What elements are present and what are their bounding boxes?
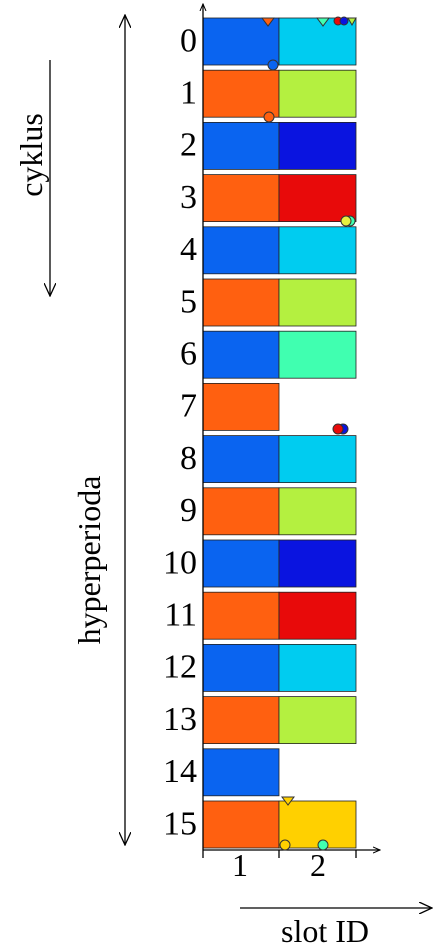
slot-cell (202, 278, 280, 327)
slot-cell (278, 278, 357, 327)
slot-cell (202, 696, 280, 744)
marker (261, 17, 275, 27)
row-label: 5 (180, 283, 197, 320)
slot-cell (202, 800, 280, 849)
row-label: 14 (163, 753, 197, 790)
slot-label: 2 (310, 847, 326, 883)
marker (347, 17, 357, 27)
slot-cell (202, 382, 280, 431)
slot-cell (202, 435, 280, 484)
row-label: 4 (180, 231, 197, 268)
row-label: 0 (180, 22, 197, 59)
row-label: 2 (180, 127, 197, 164)
marker (263, 111, 275, 123)
marker (340, 215, 352, 227)
slot-cell (278, 174, 357, 223)
marker (332, 423, 344, 435)
row-label: 3 (180, 179, 197, 216)
row-label: 8 (180, 440, 197, 477)
slot-cell (202, 122, 280, 170)
axis-label: slot ID (281, 913, 369, 947)
slot-cell (278, 17, 357, 66)
slot-cell (278, 330, 357, 379)
slot-cell (202, 748, 280, 797)
row-label: 1 (180, 74, 197, 111)
schedule-grid (202, 17, 357, 849)
slot-cell (278, 539, 357, 588)
slot-cell (278, 69, 357, 118)
slot-cell (202, 487, 280, 536)
row-label: 6 (180, 335, 197, 372)
slot-cell (278, 591, 357, 640)
slot-label: 1 (232, 847, 248, 883)
cycle-label: cyklus (13, 113, 49, 197)
slot-cell (202, 644, 280, 692)
slot-cell (278, 487, 357, 536)
marker (339, 16, 349, 26)
slot-cell (278, 644, 357, 692)
slot-cell (202, 539, 280, 588)
row-label: 13 (163, 701, 197, 738)
marker (317, 839, 329, 851)
row-label: 9 (180, 492, 197, 529)
row-label: 10 (163, 544, 197, 581)
slot-cell (202, 330, 280, 379)
slot-cell (202, 591, 280, 640)
slot-cell (278, 435, 357, 484)
row-label: 7 (180, 388, 197, 425)
slot-cell (278, 696, 357, 744)
row-label: 12 (163, 649, 197, 686)
row-label: 11 (164, 596, 197, 633)
slot-cell (278, 122, 357, 170)
slot-cell (202, 17, 280, 66)
hyperperiod-label: hyperperioda (71, 476, 107, 645)
markers (261, 16, 357, 851)
row-label: 15 (163, 805, 197, 842)
marker (279, 839, 291, 851)
slot-cell (202, 174, 280, 223)
slot-cell (202, 226, 280, 275)
marker (281, 796, 295, 806)
marker (316, 17, 330, 27)
slot-cell (278, 800, 357, 849)
slot-cell (278, 226, 357, 275)
slot-cell (202, 69, 280, 118)
marker (267, 59, 279, 71)
